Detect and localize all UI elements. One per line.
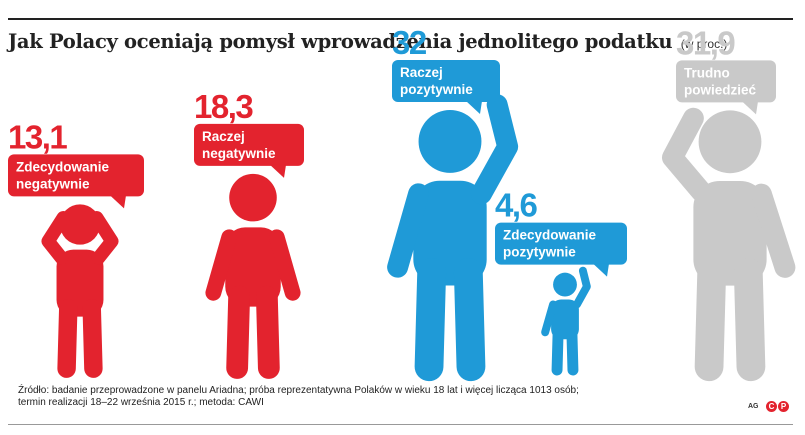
category-label-3-1: Raczej xyxy=(400,65,443,80)
category-label-5-1: Trudno xyxy=(684,65,730,80)
top-rule xyxy=(8,18,793,20)
bubble-tail-4 xyxy=(593,263,609,277)
figure-1 xyxy=(41,204,119,378)
figure-4 xyxy=(541,266,591,376)
label-bubble-2 xyxy=(194,123,304,166)
value-label-1: 13,1 xyxy=(8,118,67,155)
category-label-2-2: negatywnie xyxy=(202,146,276,161)
publisher-logo-p: P xyxy=(778,401,789,412)
title-unit: (w proc.) xyxy=(680,37,728,51)
category-label-1-2: negatywnie xyxy=(16,176,90,191)
category-label-1-1: Zdecydowanie xyxy=(16,159,110,174)
figure-2 xyxy=(205,173,301,379)
source-note: Źródło: badanie przeprowadzone w panelu … xyxy=(18,385,579,409)
value-label-5: 31,9 xyxy=(676,24,735,61)
category-label-4-1: Zdecydowanie xyxy=(503,228,597,243)
bubble-tail-3 xyxy=(466,101,482,114)
source-line-1: Źródło: badanie przeprowadzone w panelu … xyxy=(18,385,579,396)
category-label-5-2: powiedzieć xyxy=(684,82,757,97)
label-bubble-1 xyxy=(8,154,144,197)
category-label-4-2: pozytywnie xyxy=(503,245,576,260)
value-label-4: 4,6 xyxy=(495,187,538,224)
label-bubble-3 xyxy=(392,60,500,102)
bubble-tail-1 xyxy=(110,195,126,209)
label-bubble-5 xyxy=(676,60,776,103)
value-label-2: 18,3 xyxy=(194,88,253,125)
bubble-tail-2 xyxy=(270,164,286,178)
bottom-rule xyxy=(8,424,793,425)
figure-5 xyxy=(661,107,796,382)
category-label-3-2: pozytywnie xyxy=(400,82,473,97)
value-label-3: 32 xyxy=(392,24,427,61)
label-bubble-4 xyxy=(495,222,627,265)
title-text: Jak Polacy oceniają pomysł wprowadzenia … xyxy=(8,30,673,53)
bubble-tail-5 xyxy=(742,101,758,115)
source-line-2: termin realizacji 18–22 września 2015 r.… xyxy=(18,397,264,408)
chart-title: Jak Polacy oceniają pomysł wprowadzenia … xyxy=(8,30,727,53)
figure-3 xyxy=(387,94,519,382)
author-credit: AG xyxy=(748,403,759,410)
category-label-2-1: Raczej xyxy=(202,129,245,144)
publisher-logo-c: C xyxy=(766,401,777,412)
